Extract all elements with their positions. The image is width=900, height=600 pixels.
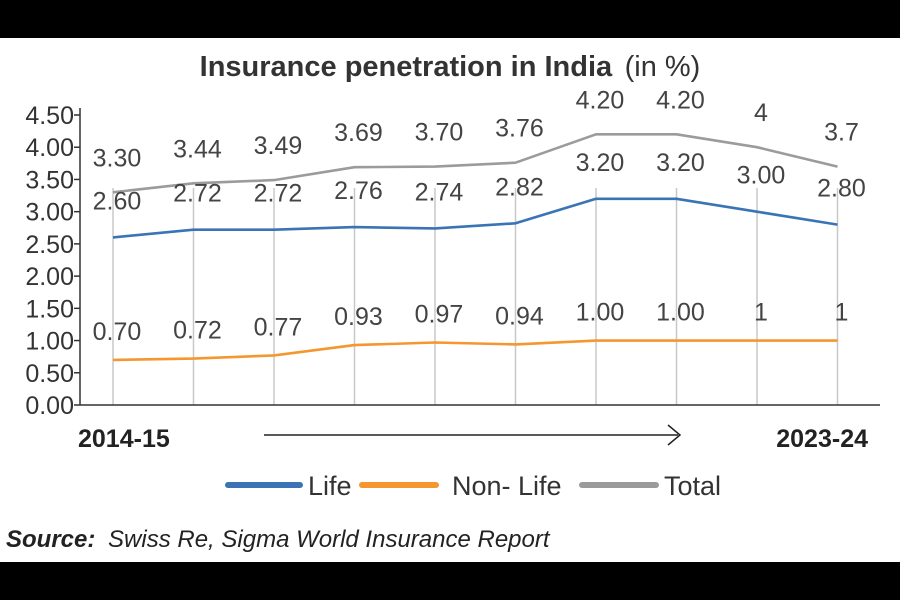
chart-title-main: Insurance penetration in India (200, 51, 613, 83)
data-label-non-life: 1.00 (576, 299, 625, 327)
y-tick-label: 3.00 (25, 199, 74, 227)
data-label-non-life: 1 (835, 299, 849, 327)
data-label-non-life: 0.94 (495, 302, 544, 330)
time-arrow-head (667, 424, 682, 446)
data-label-total: 3.76 (495, 115, 544, 143)
legend-label-non-life: Non- Life (452, 471, 562, 501)
data-label-total: 4.20 (656, 86, 705, 114)
chart-title: Insurance penetration in India (in %) (200, 51, 701, 83)
data-label-non-life: 1 (754, 299, 768, 327)
data-label-total: 3.49 (254, 132, 303, 160)
data-label-life: 2.76 (334, 177, 383, 205)
data-label-total: 4.20 (576, 86, 625, 114)
series-group (112, 133, 838, 362)
chart-title-unit: (in %) (625, 51, 701, 83)
data-label-non-life: 0.93 (334, 303, 383, 331)
data-label-total: 4 (754, 99, 768, 127)
data-label-total: 3.30 (93, 144, 142, 172)
data-label-non-life: 1.00 (656, 299, 705, 327)
data-label-life: 2.72 (173, 180, 222, 208)
data-labels: 2.60 2.72 2.72 2.76 2.74 2.82 3.20 3.20 3.00 2.80… (93, 86, 866, 346)
data-label-life: 3.20 (576, 149, 625, 177)
y-tick-label: 1.50 (25, 295, 74, 323)
data-label-life: 2.72 (254, 180, 303, 208)
data-label-total: 3.70 (415, 119, 464, 147)
data-label-total: 3.69 (334, 119, 383, 147)
legend-label-total: Total (664, 471, 721, 501)
y-tick-label: 2.50 (25, 231, 74, 259)
chart-card: Insurance penetration in India (in %) 0.… (0, 38, 900, 562)
source-note: Source: Swiss Re, Sigma World Insurance … (6, 526, 551, 553)
y-tick-label: 4.00 (25, 134, 74, 162)
y-tick-label: 3.50 (25, 166, 74, 194)
y-tick-labels: 0.00 0.50 1.00 1.50 2.00 2.50 3.00 3.50 4.00 4.50 (25, 102, 74, 420)
data-label-life: 3.20 (656, 149, 705, 177)
legend: Life Non- Life Total (225, 471, 721, 501)
data-label-life: 2.74 (415, 178, 464, 206)
data-label-total: 3.44 (173, 135, 222, 163)
data-label-total: 3.7 (824, 119, 859, 147)
data-label-non-life: 0.70 (93, 318, 142, 346)
series-line-total (112, 133, 838, 194)
grid-lines (112, 188, 839, 405)
axes (74, 108, 880, 406)
y-tick-label: 0.50 (25, 360, 74, 388)
source-text: Swiss Re, Sigma World Insurance Report (108, 526, 551, 553)
data-label-life: 2.80 (817, 175, 866, 203)
y-tick-label: 0.00 (25, 392, 74, 420)
y-tick-label: 4.50 (25, 102, 74, 130)
series-line-life (112, 197, 838, 239)
line-chart: Insurance penetration in India (in %) 0.… (6, 51, 880, 553)
data-label-life: 2.60 (93, 187, 142, 215)
legend-label-life: Life (308, 471, 352, 501)
series-line-non-life (112, 339, 838, 362)
source-label: Source: (6, 526, 95, 553)
x-start-label: 2014-15 (78, 425, 170, 453)
y-tick-label: 1.00 (25, 328, 74, 356)
data-label-non-life: 0.77 (254, 313, 303, 341)
data-label-non-life: 0.72 (173, 317, 222, 345)
y-tick-label: 2.00 (25, 263, 74, 291)
x-end-label: 2023-24 (776, 425, 868, 453)
data-label-non-life: 0.97 (415, 300, 464, 328)
data-label-life: 2.82 (495, 173, 544, 201)
data-label-life: 3.00 (737, 162, 786, 190)
